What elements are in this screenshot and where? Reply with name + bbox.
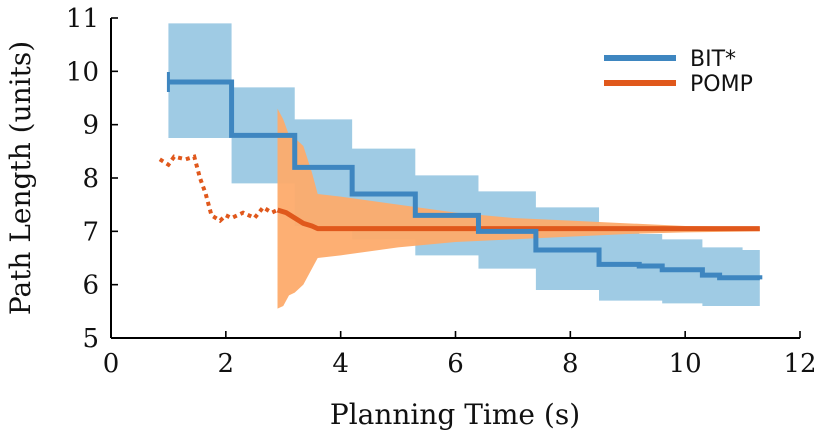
y-tick-label: 10 bbox=[66, 57, 99, 87]
y-tick-label: 6 bbox=[82, 271, 99, 301]
y-tick-label: 8 bbox=[82, 164, 99, 194]
pomp-band bbox=[277, 108, 760, 309]
y-tick-label: 9 bbox=[82, 111, 99, 141]
ticks: 0 2 4 6 8 10 12 5 6 7 8 9 10 11 bbox=[66, 4, 817, 379]
x-tick-label: 6 bbox=[447, 349, 464, 379]
confidence-bands bbox=[168, 23, 760, 309]
y-tick-label: 7 bbox=[82, 217, 99, 247]
pomp-dotted-line bbox=[158, 154, 279, 224]
pomp-line bbox=[276, 207, 760, 232]
x-tick-label: 2 bbox=[218, 349, 235, 379]
legend: BIT* POMP bbox=[604, 47, 753, 97]
legend-label-bit-star: BIT* bbox=[690, 47, 736, 72]
x-tick-label: 10 bbox=[669, 349, 702, 379]
y-tick-label: 5 bbox=[82, 324, 99, 354]
series-lines bbox=[158, 72, 763, 281]
y-tick-label: 11 bbox=[66, 4, 99, 34]
bit-star-band bbox=[168, 23, 760, 306]
x-tick-label: 8 bbox=[562, 349, 579, 379]
x-tick-label: 0 bbox=[103, 349, 120, 379]
x-tick-label: 4 bbox=[332, 349, 349, 379]
x-tick-label: 12 bbox=[783, 349, 816, 379]
x-axis-title: Planning Time (s) bbox=[330, 398, 580, 431]
legend-label-pomp: POMP bbox=[690, 72, 753, 97]
bit-star-line bbox=[168, 79, 763, 281]
y-axis-title: Path Length (units) bbox=[4, 41, 37, 315]
